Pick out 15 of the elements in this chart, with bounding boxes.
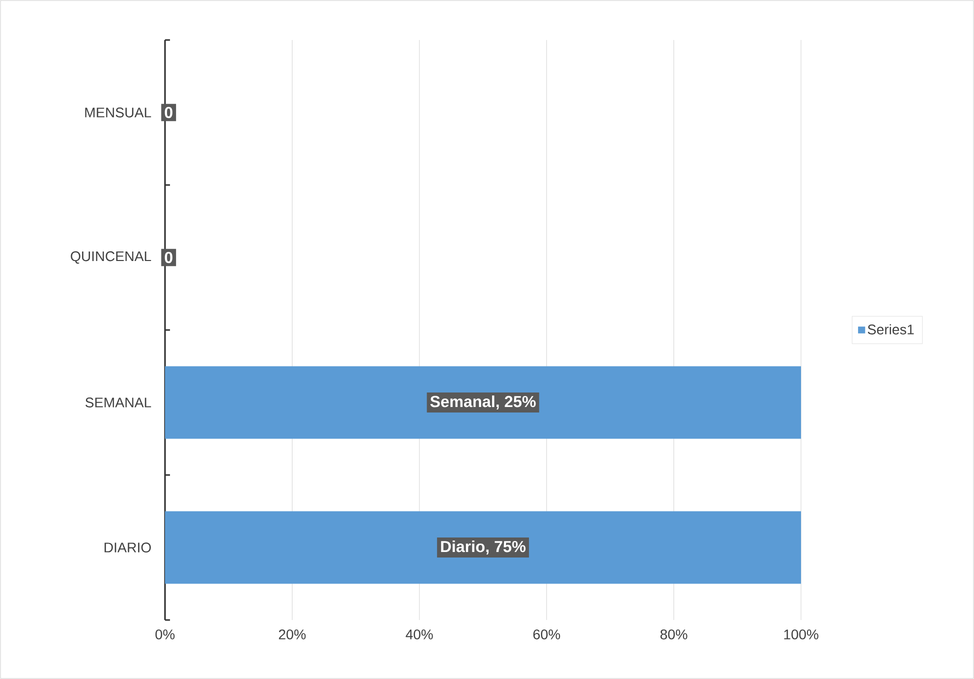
legend-label: Series1 bbox=[868, 324, 914, 334]
y-tick-label: DIARIO bbox=[104, 542, 151, 552]
x-tick-label: 100% bbox=[784, 629, 818, 640]
y-tick-label: MENSUAL bbox=[85, 108, 152, 118]
y-tick-label: SEMANAL bbox=[85, 398, 152, 408]
x-tick-label: 20% bbox=[278, 629, 306, 640]
x-tick-label: 60% bbox=[533, 629, 560, 640]
x-tick-label: 80% bbox=[660, 629, 688, 640]
annotation: Diario, 75% bbox=[441, 540, 526, 555]
y-tick-label: QUINCENAL bbox=[70, 251, 152, 264]
annotation: Semanal, 25% bbox=[430, 395, 536, 410]
x-tick-label: 40% bbox=[406, 629, 433, 640]
x-tick-label: 0% bbox=[155, 629, 175, 640]
data-label: 0 bbox=[164, 252, 172, 264]
data-label: 0 bbox=[164, 106, 172, 118]
